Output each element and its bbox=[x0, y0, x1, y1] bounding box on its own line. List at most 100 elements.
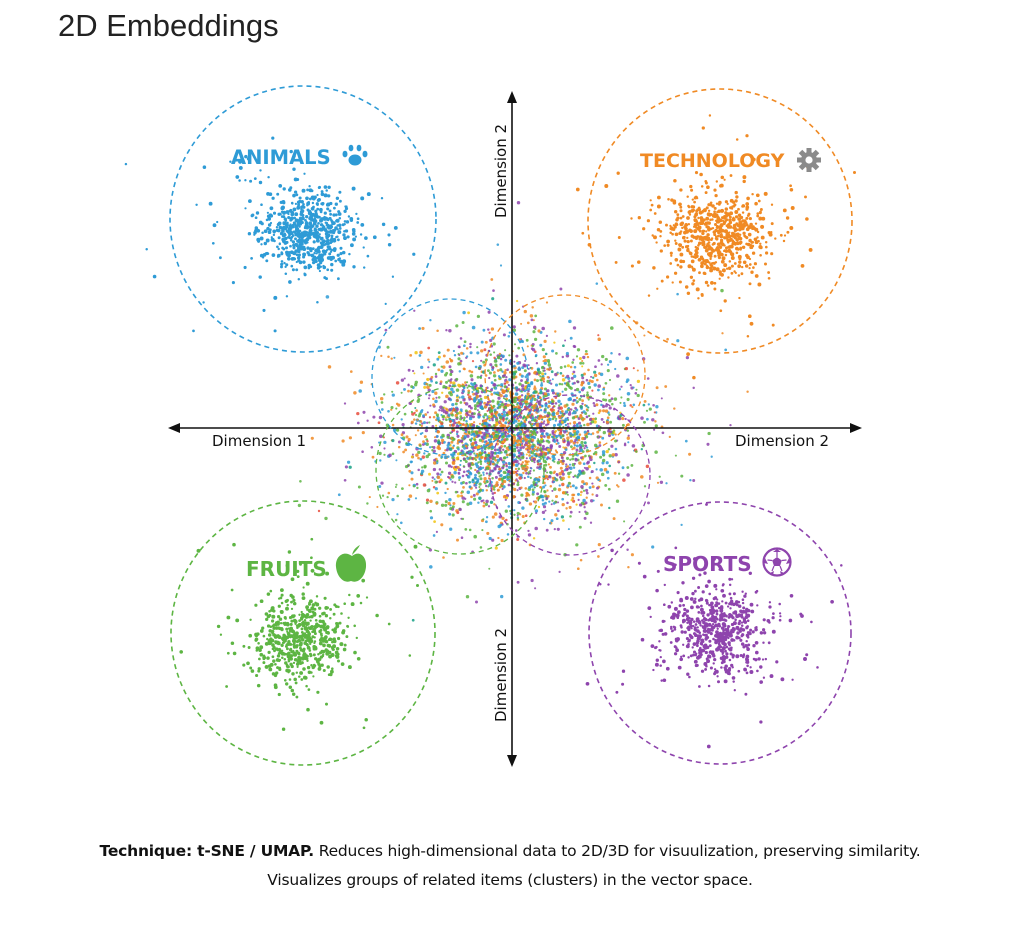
mixed-point bbox=[397, 445, 401, 449]
technology-point bbox=[707, 203, 711, 207]
technology-point bbox=[715, 237, 719, 241]
mixed-point bbox=[391, 439, 395, 443]
animals-point bbox=[297, 277, 301, 281]
technology-point bbox=[681, 236, 686, 240]
mixed-point bbox=[491, 399, 495, 403]
mixed-point bbox=[560, 420, 564, 424]
mixed-point bbox=[499, 368, 503, 372]
mixed-point bbox=[424, 413, 428, 416]
mixed-point bbox=[476, 478, 480, 482]
animals-point bbox=[285, 246, 288, 250]
mixed-point bbox=[547, 400, 551, 403]
mixed-point bbox=[529, 366, 532, 369]
mixed-point bbox=[488, 536, 492, 541]
animals-point bbox=[296, 256, 301, 260]
y-axis-bottom-arrow bbox=[507, 755, 517, 767]
mixed-point bbox=[572, 446, 576, 450]
mixed-point bbox=[542, 485, 546, 489]
fruits-point bbox=[332, 612, 336, 616]
mixed-point bbox=[491, 460, 495, 464]
mixed-point bbox=[458, 354, 461, 357]
mixed-point bbox=[411, 412, 415, 416]
mixed-point bbox=[553, 431, 557, 434]
mixed-point bbox=[434, 411, 438, 415]
mixed-point bbox=[584, 350, 588, 353]
technology-point bbox=[726, 202, 729, 206]
mixed-point bbox=[388, 453, 392, 458]
mixed-point bbox=[555, 411, 560, 416]
animals-point bbox=[282, 187, 286, 191]
technology-point bbox=[758, 211, 762, 215]
mixed-point bbox=[495, 422, 499, 426]
mixed-point bbox=[516, 479, 519, 483]
mixed-point bbox=[473, 446, 477, 450]
fruits-point bbox=[278, 617, 283, 621]
fruits-point bbox=[336, 636, 341, 641]
mixed-point bbox=[564, 423, 568, 427]
mixed-point bbox=[585, 491, 589, 495]
animals-point bbox=[293, 155, 296, 158]
mixed-point bbox=[600, 472, 605, 477]
mixed-point bbox=[565, 463, 568, 466]
technology-point bbox=[732, 200, 736, 204]
technology-point bbox=[750, 270, 754, 274]
mixed-point bbox=[392, 428, 397, 432]
mixed-point bbox=[434, 399, 438, 404]
mixed-point bbox=[421, 422, 424, 425]
mixed-point bbox=[549, 471, 553, 475]
mixed-point bbox=[569, 365, 573, 369]
mixed-point bbox=[590, 469, 594, 474]
mixed-center-points bbox=[297, 201, 749, 622]
technology-point bbox=[752, 266, 755, 269]
mixed-point bbox=[544, 460, 548, 464]
animals-point bbox=[326, 268, 330, 272]
animals-point bbox=[276, 192, 280, 196]
mixed-point bbox=[569, 510, 573, 514]
fruits-point bbox=[286, 634, 291, 639]
mixed-point bbox=[526, 392, 530, 396]
technology-point bbox=[713, 210, 716, 214]
mixed-point bbox=[583, 423, 586, 427]
fruits-point bbox=[325, 702, 328, 706]
mixed-point bbox=[547, 404, 551, 408]
mixed-point bbox=[573, 444, 577, 447]
animals-point bbox=[298, 199, 302, 203]
mixed-point bbox=[423, 465, 427, 469]
mixed-point bbox=[525, 402, 528, 406]
mixed-point bbox=[414, 351, 418, 355]
mixed-point bbox=[459, 423, 462, 427]
mixed-point bbox=[523, 419, 526, 422]
mixed-point bbox=[578, 357, 582, 360]
mixed-point bbox=[546, 420, 550, 424]
animals-point bbox=[308, 197, 312, 201]
technology-point bbox=[764, 245, 768, 249]
animals-point bbox=[258, 180, 263, 185]
animals-point bbox=[329, 226, 332, 230]
mixed-point bbox=[561, 390, 564, 393]
mixed-point bbox=[499, 418, 503, 421]
mixed-point bbox=[474, 454, 477, 457]
mixed-point bbox=[451, 436, 455, 439]
mixed-point bbox=[562, 451, 567, 455]
mixed-point bbox=[461, 383, 464, 386]
animals-point bbox=[341, 250, 346, 255]
mixed-point bbox=[539, 457, 543, 460]
mixed-point bbox=[577, 421, 582, 425]
mixed-point bbox=[445, 394, 449, 399]
animals-point bbox=[290, 216, 294, 220]
mixed-point bbox=[416, 418, 419, 421]
mixed-point bbox=[516, 517, 519, 520]
mixed-point bbox=[425, 382, 428, 386]
mixed-point bbox=[491, 492, 495, 495]
mixed-point bbox=[538, 465, 542, 469]
mixed-point bbox=[576, 441, 579, 444]
technology-point bbox=[754, 201, 758, 206]
mixed-point bbox=[537, 416, 541, 421]
animals-point bbox=[306, 204, 309, 207]
mixed-point bbox=[544, 463, 548, 467]
mixed-point bbox=[498, 486, 502, 489]
mixed-point bbox=[532, 319, 535, 322]
technology-point bbox=[713, 188, 717, 192]
technology-point bbox=[704, 191, 708, 195]
mixed-point bbox=[604, 398, 608, 402]
